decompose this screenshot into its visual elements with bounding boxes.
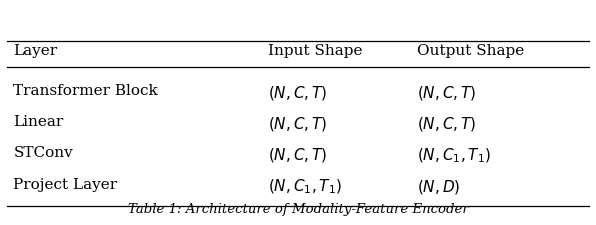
Text: Linear: Linear (13, 115, 64, 129)
Text: Transformer Block: Transformer Block (13, 84, 158, 98)
Text: STConv: STConv (13, 146, 73, 160)
Text: $(N,C_1,T_1)$: $(N,C_1,T_1)$ (268, 177, 342, 195)
Text: Output Shape: Output Shape (417, 44, 524, 58)
Text: $(N,C,T)$: $(N,C,T)$ (417, 115, 476, 133)
Text: $(N,C,T)$: $(N,C,T)$ (268, 84, 328, 101)
Text: $(N,D)$: $(N,D)$ (417, 177, 460, 195)
Text: Table 1: Architecture of Modality-Feature Encoder: Table 1: Architecture of Modality-Featur… (128, 202, 468, 215)
Text: Layer: Layer (13, 44, 57, 58)
Text: $(N,C,T)$: $(N,C,T)$ (268, 146, 328, 164)
Text: $(N,C_1,T_1)$: $(N,C_1,T_1)$ (417, 146, 491, 164)
Text: Input Shape: Input Shape (268, 44, 363, 58)
Text: Project Layer: Project Layer (13, 177, 117, 191)
Text: $(N,C,T)$: $(N,C,T)$ (417, 84, 476, 101)
Text: $(N,C,T)$: $(N,C,T)$ (268, 115, 328, 133)
